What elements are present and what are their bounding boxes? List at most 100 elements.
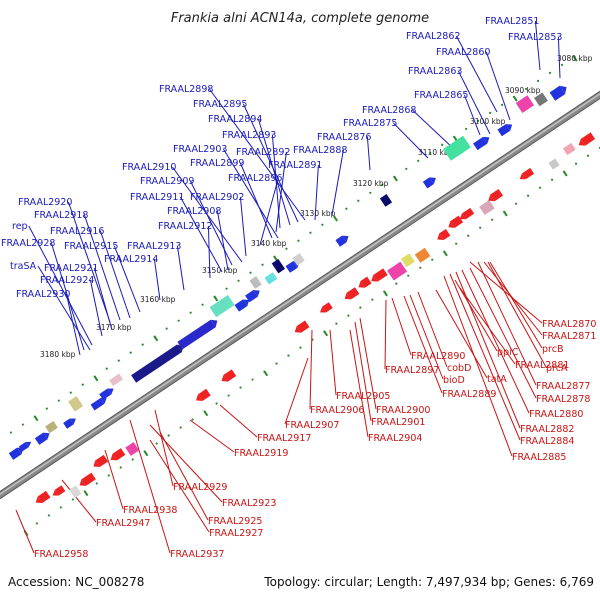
reverse-leader-line [417, 291, 448, 368]
ruler-tick [165, 327, 168, 330]
reverse-gene-arrow [221, 374, 228, 382]
ruler-major-tick [383, 291, 388, 297]
accession-text: Accession: NC_008278 [8, 575, 144, 589]
forward-gene [99, 388, 112, 400]
reverse-gene-arrow [93, 460, 100, 468]
forward-gene-label: FRAAL2896 [228, 173, 282, 184]
reverse-leader-line [329, 329, 337, 396]
reverse-leader-line [15, 509, 35, 554]
ruler-tick [261, 263, 264, 266]
forward-gene-arrow [107, 388, 114, 395]
ruler-tick [167, 434, 170, 437]
forward-gene-label: FRAAL2863 [408, 66, 462, 77]
reverse-gene-arrow [448, 221, 455, 228]
ruler-tick [45, 407, 48, 410]
forward-gene-label: FRAAL2914 [104, 254, 158, 265]
ruler-tick [335, 322, 338, 325]
ruler-tick [477, 119, 480, 122]
reverse-leader-line [469, 261, 543, 324]
ruler-major-tick [143, 450, 149, 457]
ruler-tick [287, 354, 290, 357]
ruler-tick [275, 362, 278, 365]
reverse-gene [197, 388, 211, 401]
ruler-major-tick [323, 331, 329, 337]
ruler-tick [465, 127, 468, 130]
forward-gene-arrow [210, 319, 218, 328]
ruler-tick [95, 482, 98, 485]
ruler-tick [117, 359, 120, 362]
ruler-tick [371, 298, 374, 301]
ruler-tick [321, 223, 324, 226]
reverse-gene [54, 485, 66, 496]
reverse-gene [223, 369, 237, 382]
ruler-tick [417, 159, 420, 162]
ruler-tick [359, 306, 362, 309]
reverse-leader-line [403, 295, 443, 394]
ruler-tick [249, 271, 252, 274]
reverse-gene-arrow [437, 233, 444, 241]
reverse-leader-line [189, 419, 235, 453]
ruler-major-tick [443, 251, 448, 257]
forward-gene [8, 447, 22, 460]
reverse-gene-arrow [578, 139, 586, 146]
gene-labels: FRAAL2851 FRAAL2853 FRAAL2862 FRAAL2860 FRAA… [1, 16, 596, 560]
reverse-leader-line [159, 431, 209, 521]
forward-leader-line [393, 122, 429, 159]
forward-gene [209, 295, 235, 318]
reverse-leader-line [477, 261, 537, 386]
forward-leader-line [239, 162, 273, 239]
reverse-gene-arrow [79, 479, 86, 486]
ruler-tick [81, 383, 84, 386]
forward-gene [515, 95, 535, 113]
ruler-major-tick [263, 371, 269, 377]
ruler-tick [69, 391, 72, 394]
forward-leader-line [179, 196, 223, 273]
reverse-gene-label: FRAAL2925 [208, 516, 262, 527]
forward-gene [271, 258, 286, 274]
reverse-gene-label: FRAAL2906 [310, 405, 364, 416]
ruler-tick [357, 199, 360, 202]
forward-leader-line [28, 225, 93, 346]
forward-gene-label: FRAAL2875 [343, 118, 397, 129]
ruler-tick [189, 311, 192, 314]
reverse-gene [562, 142, 576, 156]
forward-leader-line [331, 149, 344, 216]
forward-gene [379, 194, 393, 207]
reverse-gene-label: FRAAL2904 [368, 433, 422, 444]
ruler-major-tick [333, 216, 338, 222]
ruler-tick [347, 314, 350, 317]
reverse-leader-line [459, 287, 516, 365]
reverse-gene-label: FRAAL2923 [222, 498, 276, 509]
ruler-tick [419, 266, 422, 269]
reverse-gene [548, 158, 560, 170]
ruler-tick [105, 367, 108, 370]
reverse-gene [450, 215, 464, 228]
forward-gene-label: FRAAL2891 [268, 160, 322, 171]
ruler-tick [515, 202, 518, 205]
reverse-leader-line [354, 321, 372, 422]
forward-gene-arrow [429, 177, 436, 185]
reverse-gene [479, 200, 495, 216]
reverse-gene [296, 320, 310, 333]
forward-leader-line [259, 177, 279, 246]
reverse-gene-arrow [294, 326, 302, 333]
ruler-major-tick [203, 410, 209, 417]
reverse-gene-arrow [52, 489, 59, 496]
forward-gene-label: FRAAL2888 [293, 145, 347, 156]
forward-leader-line [534, 20, 541, 71]
forward-gene [34, 432, 48, 445]
forward-gene-label: FRAAL2902 [190, 192, 244, 203]
ruler-label: 3080 kbp [557, 54, 593, 63]
forward-gene [68, 396, 84, 412]
reverse-gene-label: FRAAL2907 [285, 420, 339, 431]
forward-gene-label: FRAAL2851 [485, 16, 539, 27]
ruler-tick [179, 426, 182, 429]
reverse-gene-label: FRAAL2882 [520, 424, 574, 435]
ruler-tick [191, 418, 194, 421]
ruler-label: 3180 kbp [40, 350, 76, 359]
forward-gene-label: FRAAL2912 [158, 221, 212, 232]
reverse-gene-arrow [358, 281, 365, 288]
ruler-tick [441, 143, 444, 146]
ruler-tick [155, 442, 158, 445]
ruler-major-tick [513, 96, 518, 102]
